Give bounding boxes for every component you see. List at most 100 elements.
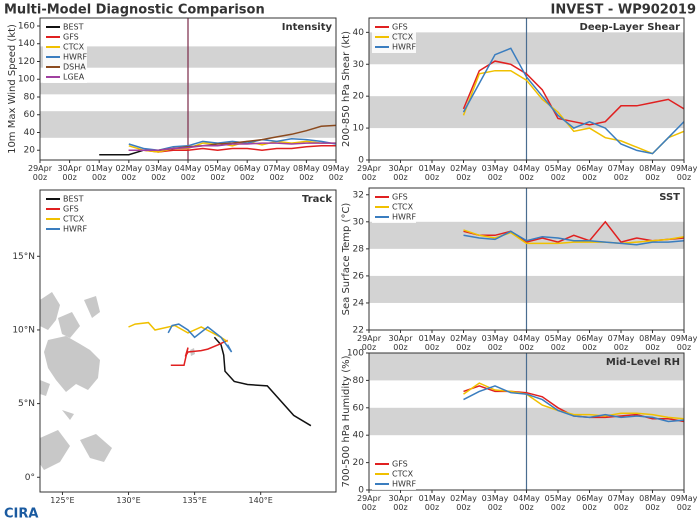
x-tick-label: 08May 00z	[639, 334, 666, 352]
y-tick-label: 10	[353, 124, 365, 134]
y-tick-label: 100	[18, 75, 35, 85]
x-tick-label: 08May 00z	[639, 164, 666, 182]
y-tick-label: 20	[24, 146, 36, 156]
x-tick-label: 30Apr 00z	[388, 494, 413, 512]
logo: CIRA	[4, 507, 38, 522]
legend-label: GFS	[392, 23, 408, 32]
x-tick-label: 07May 00z	[263, 164, 291, 182]
legend-label: CTCX	[392, 470, 414, 479]
y-tick-label: 100	[347, 349, 364, 359]
legend-label: CTCX	[63, 215, 85, 224]
x-tick-label: 29Apr 00z	[27, 164, 53, 182]
y-tick-label: 160	[18, 21, 35, 31]
y-axis-label: Sea Surface Temp (°C)	[341, 203, 352, 316]
series-line	[170, 339, 228, 367]
plot-frame	[368, 352, 685, 491]
panel-title: Track	[302, 194, 332, 205]
series-line	[462, 47, 684, 155]
x-tick-label: 01May 00z	[418, 334, 446, 352]
x-tick-label: 05May 00z	[544, 164, 572, 182]
island	[62, 410, 74, 420]
series-line	[463, 220, 684, 243]
legend-label: GFS	[392, 193, 408, 202]
x-tick-label: 08May 00z	[293, 164, 320, 182]
x-tick-label: 03May 00z	[481, 334, 509, 352]
island	[40, 430, 70, 470]
x-tick-label: 30Apr 00z	[388, 334, 413, 352]
y-tick-label: 0	[358, 486, 364, 496]
x-tick-label: 02May 00z	[115, 164, 143, 182]
island	[58, 312, 80, 338]
y-tick-label: 140	[18, 39, 35, 49]
legend-label: HWRF	[63, 53, 87, 62]
y-tick-label: 40	[353, 431, 365, 441]
y-tick-label: 0°	[25, 473, 35, 483]
plot-frame	[39, 189, 337, 493]
legend-label: GFS	[63, 33, 79, 42]
y-tick-label: 80	[24, 92, 36, 102]
y-tick-label: 20	[353, 92, 365, 102]
x-tick-label: 30Apr 00z	[57, 164, 82, 182]
y-axis-label: 200-850 hPa Shear (kt)	[341, 31, 352, 147]
island	[44, 336, 100, 392]
panel-title: Mid-Level RH	[606, 357, 680, 368]
panel-title: Deep-Layer Shear	[580, 22, 681, 33]
island	[40, 380, 50, 396]
x-tick-label: 01May 00z	[85, 164, 113, 182]
y-tick-label: 0	[358, 156, 364, 166]
legend-label: HWRF	[392, 480, 416, 489]
island	[84, 296, 100, 318]
x-tick-label: 05May 00z	[544, 334, 572, 352]
x-tick-label: 01May 00z	[418, 494, 446, 512]
series-line	[462, 69, 684, 155]
y-tick-label: 40	[24, 128, 36, 138]
plot-frame	[39, 17, 337, 161]
legend-label: CTCX	[392, 203, 414, 212]
y-tick-label: 22	[353, 326, 364, 336]
legend-label: HWRF	[392, 43, 416, 52]
x-tick-label: 07May 00z	[607, 164, 635, 182]
y-tick-label: 80	[353, 376, 365, 386]
x-tick-label: 29Apr 00z	[356, 164, 382, 182]
land	[40, 292, 195, 470]
x-tick-label: 03May 00z	[481, 164, 509, 182]
page-title: Multi-Model Diagnostic Comparison	[4, 3, 265, 18]
x-tick-label: 01May 00z	[418, 164, 446, 182]
series-line	[128, 321, 229, 343]
y-tick-label: 120	[18, 57, 35, 67]
y-axis-label: 10m Max Wind Speed (kt)	[7, 24, 18, 154]
x-tick-label: 125°E	[50, 496, 75, 505]
island	[40, 292, 60, 330]
x-tick-label: 08May 00z	[639, 494, 666, 512]
series-line	[463, 382, 684, 420]
y-tick-label: 30	[353, 60, 365, 70]
y-tick-label: 60	[24, 110, 36, 120]
series-line	[462, 60, 684, 126]
y-tick-label: 5°N	[18, 399, 35, 409]
series-line	[128, 140, 336, 153]
plot-frame	[368, 17, 685, 161]
y-tick-label: 28	[353, 244, 365, 254]
panel-title: Intensity	[282, 22, 333, 33]
x-tick-label: 04May 00z	[174, 164, 202, 182]
storm-id: INVEST - WP902019	[551, 3, 696, 18]
x-tick-label: 09May 00z	[670, 164, 698, 182]
x-tick-label: 09May 00z	[670, 494, 698, 512]
x-tick-label: 02May 00z	[450, 494, 477, 512]
y-tick-label: 60	[353, 403, 365, 413]
plot-frame	[368, 187, 685, 331]
series-line	[213, 336, 312, 427]
legend-label: DSHA	[63, 63, 86, 72]
x-tick-label: 135°E	[182, 496, 207, 505]
y-tick-label: 24	[353, 298, 365, 308]
x-tick-label: 03May 00z	[145, 164, 172, 182]
legend-label: GFS	[63, 205, 79, 214]
x-tick-label: 02May 00z	[450, 334, 477, 352]
legend-label: HWRF	[63, 225, 87, 234]
legend-label: BEST	[63, 195, 84, 204]
legend-label: BEST	[63, 23, 84, 32]
legend-label: CTCX	[63, 43, 85, 52]
x-tick-label: 05May 00z	[544, 494, 572, 512]
